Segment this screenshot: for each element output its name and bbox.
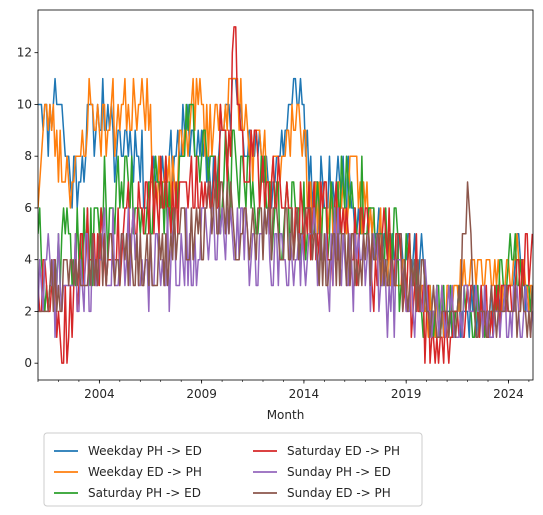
legend-label: Saturday ED -> PH (287, 444, 400, 458)
x-tick-label: 2004 (84, 387, 115, 401)
legend-item-weekday-ph-ed: Weekday PH -> ED (54, 444, 202, 458)
legend-item-sunday-ed-ph: Sunday ED -> PH (253, 486, 391, 500)
x-tick-label: 2019 (391, 387, 422, 401)
y-tick-label: 4 (24, 253, 32, 267)
y-tick-label: 12 (17, 46, 32, 60)
legend-item-saturday-ph-ed: Saturday PH -> ED (54, 486, 201, 500)
y-tick-label: 10 (17, 97, 32, 111)
series-layer (38, 26, 533, 364)
series-line-sunday-ed-ph (38, 181, 533, 339)
x-tick-label: 2014 (289, 387, 320, 401)
y-tick-label: 6 (24, 201, 32, 215)
legend-item-saturday-ed-ph: Saturday ED -> PH (253, 444, 400, 458)
legend-box (43, 432, 423, 507)
y-axis: 0 2 4 6 8 10 12 (17, 46, 38, 370)
x-axis-label: Month (267, 408, 305, 422)
x-tick-label: 2024 (493, 387, 524, 401)
y-tick-label: 2 (24, 304, 32, 318)
legend: Weekday PH -> ED Weekday ED -> PH Saturday… (43, 432, 423, 507)
y-tick-label: 0 (24, 356, 32, 370)
legend-item-weekday-ed-ph: Weekday ED -> PH (54, 465, 202, 479)
legend-label: Saturday PH -> ED (88, 486, 201, 500)
legend-label: Sunday PH -> ED (287, 465, 391, 479)
legend-label: Sunday ED -> PH (287, 486, 391, 500)
legend-label: Weekday ED -> PH (88, 465, 202, 479)
series-line-saturday-ed-ph (38, 26, 533, 364)
legend-item-sunday-ph-ed: Sunday PH -> ED (253, 465, 391, 479)
y-tick-label: 8 (24, 149, 32, 163)
x-tick-label: 2009 (186, 387, 217, 401)
x-axis: 2004 2009 2014 2019 2024 (37, 380, 530, 401)
plot-frame (37, 9, 534, 381)
legend-label: Weekday PH -> ED (88, 444, 202, 458)
